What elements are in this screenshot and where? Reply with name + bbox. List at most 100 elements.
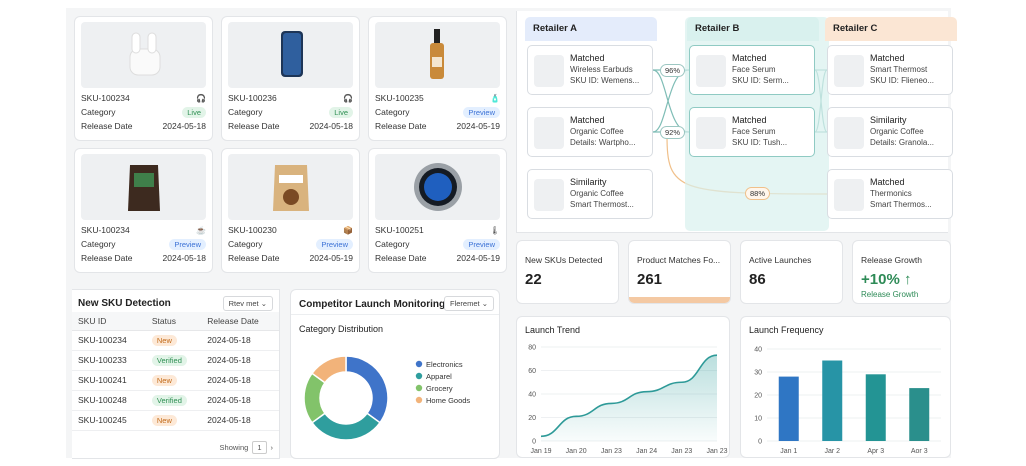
release-date: 2024-05-18 [162, 121, 206, 131]
match-detail: SKU ID: Wemens... [570, 76, 640, 85]
product-image [81, 22, 206, 88]
status-badge: New [151, 414, 177, 426]
release-label: Release Date [81, 121, 133, 131]
donut-slice[interactable] [310, 412, 382, 441]
match-card[interactable]: Matched Face Serum SKU ID: Tush... [689, 107, 815, 157]
product-card[interactable]: SKU-100230 📦 Category Preview Release Date 20… [221, 148, 360, 273]
table-row[interactable]: SKU-100241 New 2024-05-18 [72, 370, 279, 391]
donut-slice[interactable] [310, 355, 347, 384]
match-card[interactable]: Matched Wireless Earbuds SKU ID: Wemens... [527, 45, 653, 95]
release-date-cell: 2024-05-18 [201, 390, 279, 411]
chevron-down-icon: ⌄ [481, 299, 488, 308]
release-label: Release Date [375, 253, 427, 263]
product-release-row: Release Date 2024-05-18 [81, 120, 206, 132]
sku-id-cell: SKU-100248 [72, 390, 146, 411]
match-card[interactable]: Similarity Organic Coffee Smart Thermost..… [527, 169, 653, 219]
table-row[interactable]: SKU-100248 Verified 2024-05-18 [72, 390, 279, 411]
launch-trend-chart: 0 20 40 60 80 Jan 19 Jan 20 Jan 23 Jan 24 Jan 23 J… [528, 345, 727, 456]
product-category-row: Category Live [228, 106, 353, 118]
product-sku: SKU-100235 [375, 93, 424, 103]
category-label: Category [228, 239, 263, 249]
match-connector [652, 69, 690, 133]
sku-id-cell: SKU-100241 [72, 370, 146, 391]
x-tick-label: Jan 1 [780, 448, 797, 455]
product-image [228, 154, 353, 220]
category-label: Category [81, 107, 116, 117]
product-category-row: Category Preview [375, 238, 500, 250]
table-row[interactable]: SKU-100234 New 2024-05-18 [72, 330, 279, 351]
launch-filter-value: Fleremet [450, 299, 480, 308]
kpi-label: Release Growth [861, 255, 922, 265]
kpi-label: Product Matches Fo... [637, 255, 721, 265]
product-image [375, 154, 500, 220]
product-card[interactable]: SKU-100234 🎧 Category Live Release Date 2024-… [74, 16, 213, 141]
coffee-icon: ☕ [196, 225, 206, 235]
y-tick-label: 10 [754, 416, 762, 423]
status-badge: Preview [463, 106, 500, 118]
page-number[interactable]: 1 [252, 441, 267, 454]
product-sku-row: SKU-100236 🎧 [228, 92, 353, 104]
bottle-icon: 🧴 [490, 93, 500, 103]
match-product: Organic Coffee [870, 127, 924, 136]
kpi-value: +10% ↑ [861, 271, 912, 288]
x-tick-label: Aor 3 [911, 448, 928, 455]
launch-frequency-chart: 0 10 20 30 40 Jan 1 Jar 2 Apr 3 Aor 3 [754, 347, 941, 455]
x-tick-label: Jan 23 [601, 448, 622, 455]
product-card[interactable]: SKU-100234 ☕ Category Preview Release Date 20… [74, 148, 213, 273]
match-card[interactable]: Matched Thermonics Smart Thermos... [827, 169, 953, 219]
frequency-bar[interactable] [909, 388, 930, 441]
frequency-bar[interactable] [865, 374, 886, 441]
product-thumbnail [834, 55, 864, 87]
x-tick-label: Jar 2 [824, 448, 840, 455]
match-card[interactable]: Matched Organic Coffee Details: Wartpho... [527, 107, 653, 157]
launch-monitoring-panel: Competitor Launch Monitoring Fleremet ⌄ … [290, 289, 500, 459]
table-row[interactable]: SKU-100233 Verified 2024-05-18 [72, 350, 279, 371]
status-cell: New [145, 370, 202, 391]
release-date: 2024-05-19 [309, 253, 353, 263]
release-label: Release Date [228, 121, 280, 131]
product-image [375, 22, 500, 88]
release-label: Release Date [375, 121, 427, 131]
product-card[interactable]: SKU-100251 🌡 Category Preview Release Date 20… [368, 148, 507, 273]
product-thumbnail [696, 117, 726, 149]
x-tick-label: Jan 24 [636, 448, 657, 455]
release-date: 2024-05-18 [309, 121, 353, 131]
match-card[interactable]: Similarity Organic Coffee Details: Granola… [827, 107, 953, 157]
product-card[interactable]: SKU-100235 🧴 Category Preview Release Date 20… [368, 16, 507, 141]
launch-monitoring-title: Competitor Launch Monitoring [299, 299, 446, 310]
launch-filter-dropdown[interactable]: Fleremet ⌄ [444, 296, 494, 311]
kpi-card: New SKUs Detected 22 [516, 240, 619, 304]
headphones-icon: 🎧 [343, 93, 353, 103]
product-release-row: Release Date 2024-05-18 [228, 120, 353, 132]
launch-trend-title: Launch Trend [525, 325, 581, 335]
sku-filter-dropdown[interactable]: Rtev met ⌄ [222, 296, 273, 311]
table-row[interactable]: SKU-100245 New 2024-05-18 [72, 410, 279, 431]
chevron-right-icon[interactable]: › [270, 443, 274, 452]
status-cell: New [145, 410, 202, 431]
match-card[interactable]: Matched Smart Thermost SKU ID: Flieneo... [827, 45, 953, 95]
y-tick-label: 80 [528, 345, 536, 352]
match-card[interactable]: Matched Face Serum SKU ID: Serm... [689, 45, 815, 95]
product-release-row: Release Date 2024-05-19 [375, 120, 500, 132]
frequency-bar[interactable] [822, 360, 843, 442]
status-badge: Preview [316, 238, 353, 250]
frequency-bar[interactable] [778, 376, 799, 441]
status-badge: New [151, 374, 177, 386]
donut-chart: Electronics Apparel Grocery Home Goods [303, 355, 470, 441]
legend-swatch [415, 360, 423, 368]
product-card[interactable]: SKU-100236 🎧 Category Live Release Date 2024-… [221, 16, 360, 141]
match-detail: SKU ID: Tush... [732, 138, 788, 147]
dashboard: SKU-100234 🎧 Category Live Release Date 2024-… [66, 8, 957, 459]
y-tick-label: 20 [754, 393, 762, 400]
y-tick-label: 0 [532, 439, 536, 446]
match-connector [652, 69, 690, 133]
retailer-column-header: Retailer C [825, 17, 957, 41]
product-release-row: Release Date 2024-05-19 [228, 252, 353, 264]
showing-label: Showing [219, 443, 249, 452]
retailer-column-header: Retailer A [525, 17, 657, 41]
launch-frequency-title: Launch Frequency [749, 325, 824, 335]
match-score-badge: 88% [745, 187, 771, 200]
release-date-cell: 2024-05-18 [201, 350, 279, 371]
product-matching-panel: Retailer A Matched Wireless Earbuds SKU ID:… [516, 11, 957, 233]
release-date-cell: 2024-05-18 [201, 410, 279, 431]
